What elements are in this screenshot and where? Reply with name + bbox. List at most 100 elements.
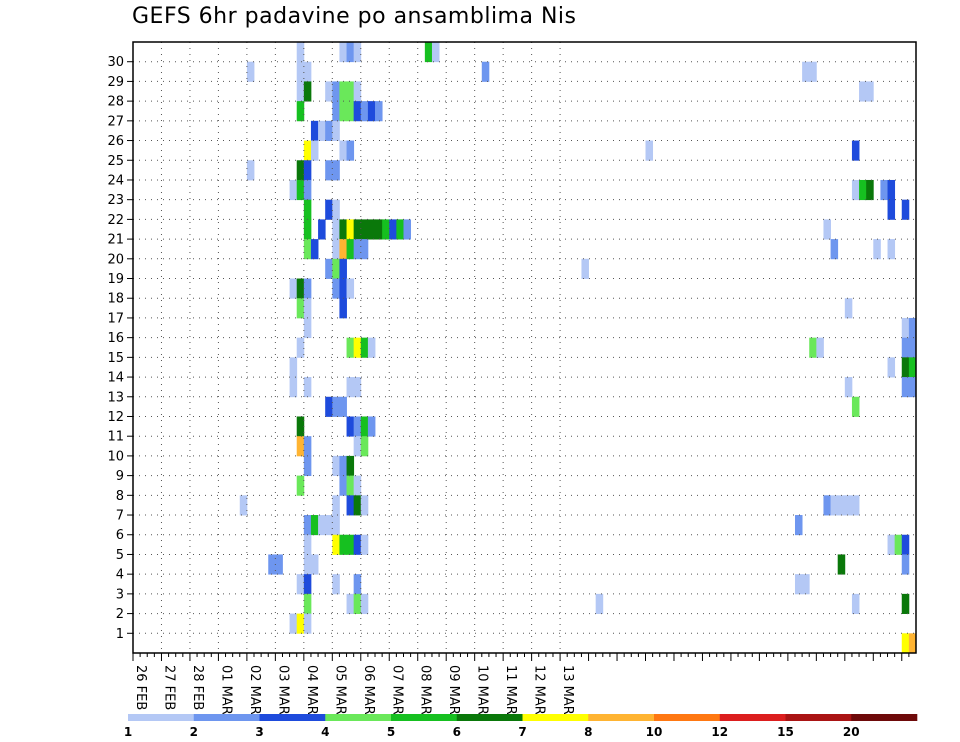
- x-tick-label: 13 MAR: [560, 665, 575, 715]
- heatmap-cell: [823, 495, 831, 516]
- heatmap-cell: [346, 239, 355, 260]
- heatmap-cell: [310, 554, 319, 575]
- heatmap-cell: [901, 317, 910, 339]
- heatmap-cell: [901, 633, 910, 654]
- y-tick-label: 11: [107, 430, 124, 445]
- colorbar-swatch: [391, 714, 458, 721]
- heatmap-cell: [844, 377, 853, 398]
- heatmap-cell: [375, 219, 383, 240]
- heatmap-cell: [809, 61, 817, 82]
- y-tick-label: 14: [107, 371, 124, 386]
- heatmap-cell: [325, 396, 333, 417]
- heatmap-cell: [851, 396, 860, 417]
- heatmap-cell: [360, 239, 369, 260]
- heatmap-cell: [332, 534, 340, 555]
- heatmap-cell: [873, 239, 881, 260]
- heatmap-cell: [303, 613, 312, 634]
- heatmap-cell: [310, 120, 319, 141]
- heatmap-cell: [794, 574, 803, 595]
- heatmap-cell: [346, 593, 355, 614]
- heatmap-cell: [353, 416, 362, 437]
- heatmap-cell: [367, 337, 376, 358]
- heatmap-cell: [246, 61, 255, 82]
- x-tick-label: 09 MAR: [446, 665, 461, 715]
- heatmap-cell: [332, 515, 340, 536]
- heatmap-cell: [239, 495, 248, 516]
- y-tick-label: 5: [116, 548, 124, 563]
- colorbar-swatch: [654, 714, 721, 721]
- heatmap-cell: [794, 515, 803, 536]
- heatmap-cell: [346, 377, 355, 398]
- heatmap-cell: [332, 278, 340, 299]
- heatmap-cell: [289, 179, 298, 201]
- heatmap-cell: [303, 317, 312, 339]
- heatmap-cell: [645, 140, 654, 161]
- heatmap-cell: [346, 81, 355, 102]
- y-tick-label: 19: [107, 272, 124, 287]
- heatmap-cell: [859, 179, 867, 201]
- heatmap-cell: [332, 199, 340, 220]
- heatmap-cell: [303, 219, 312, 240]
- heatmap-cell: [851, 495, 860, 516]
- colorbar: 1 2 3 4 5 6 7 8 10 12 15 20: [124, 714, 918, 739]
- x-tick-label: 07 MAR: [389, 665, 404, 715]
- x-tick-label: 06 MAR: [361, 665, 376, 715]
- heatmap-cell: [346, 495, 355, 516]
- heatmap-cell: [353, 475, 362, 496]
- colorbar-label: 6: [453, 725, 461, 739]
- heatmap-cell: [332, 396, 340, 417]
- y-tick-label: 23: [107, 193, 124, 208]
- heatmap-cell: [296, 337, 305, 358]
- heatmap-cell: [901, 199, 910, 220]
- heatmap-cell: [310, 140, 319, 161]
- heatmap-cell: [901, 534, 910, 555]
- heatmap-cell: [325, 515, 333, 536]
- heatmap-cell: [318, 515, 326, 536]
- heatmap-cell: [318, 219, 326, 240]
- heatmap-cell: [303, 278, 312, 299]
- heatmap-cell: [908, 337, 917, 358]
- heatmap-cell: [396, 219, 404, 240]
- y-tick-label: 25: [107, 154, 124, 169]
- colorbar-swatch: [456, 714, 523, 721]
- heatmap-cell: [339, 475, 347, 496]
- y-tick-label: 8: [116, 489, 124, 504]
- heatmap-cell: [894, 534, 903, 555]
- heatmap-cell: [296, 416, 305, 437]
- y-tick-label: 7: [116, 509, 124, 524]
- heatmap-cell: [360, 534, 369, 555]
- heatmap-cell: [346, 337, 355, 358]
- heatmap-cell: [303, 554, 312, 575]
- heatmap-cell: [360, 436, 369, 457]
- heatmap-cell: [339, 278, 347, 299]
- colorbar-swatch: [851, 714, 918, 721]
- heatmap-cell: [353, 239, 362, 260]
- heatmap-cell: [339, 298, 347, 319]
- heatmap-cell: [481, 61, 490, 82]
- heatmap-cell: [346, 475, 355, 496]
- heatmap-cell: [908, 317, 917, 339]
- heatmap-cell: [360, 416, 369, 437]
- heatmap-cell: [880, 179, 888, 201]
- heatmap-cell: [296, 42, 305, 63]
- heatmap-cell: [303, 239, 312, 260]
- heatmap-cell: [353, 42, 362, 63]
- x-tick-label: 08 MAR: [418, 665, 433, 715]
- heatmap-cell: [339, 219, 347, 240]
- heatmap-cell: [289, 377, 298, 398]
- y-tick-label: 13: [107, 390, 124, 405]
- y-tick-label: 21: [107, 233, 124, 248]
- heatmap-cell: [901, 593, 910, 614]
- y-tick-label: 30: [107, 55, 124, 70]
- y-tick-label: 20: [107, 252, 124, 267]
- heatmap-cell: [339, 239, 347, 260]
- heatmap-cell: [303, 515, 312, 536]
- heatmap-cells: [239, 42, 917, 654]
- heatmap-cell: [809, 337, 817, 358]
- colorbar-label: 1: [124, 725, 132, 739]
- heatmap-cell: [310, 515, 319, 536]
- heatmap-cell: [908, 633, 917, 654]
- colorbar-label: 7: [518, 725, 526, 739]
- y-tick-label: 2: [116, 607, 124, 622]
